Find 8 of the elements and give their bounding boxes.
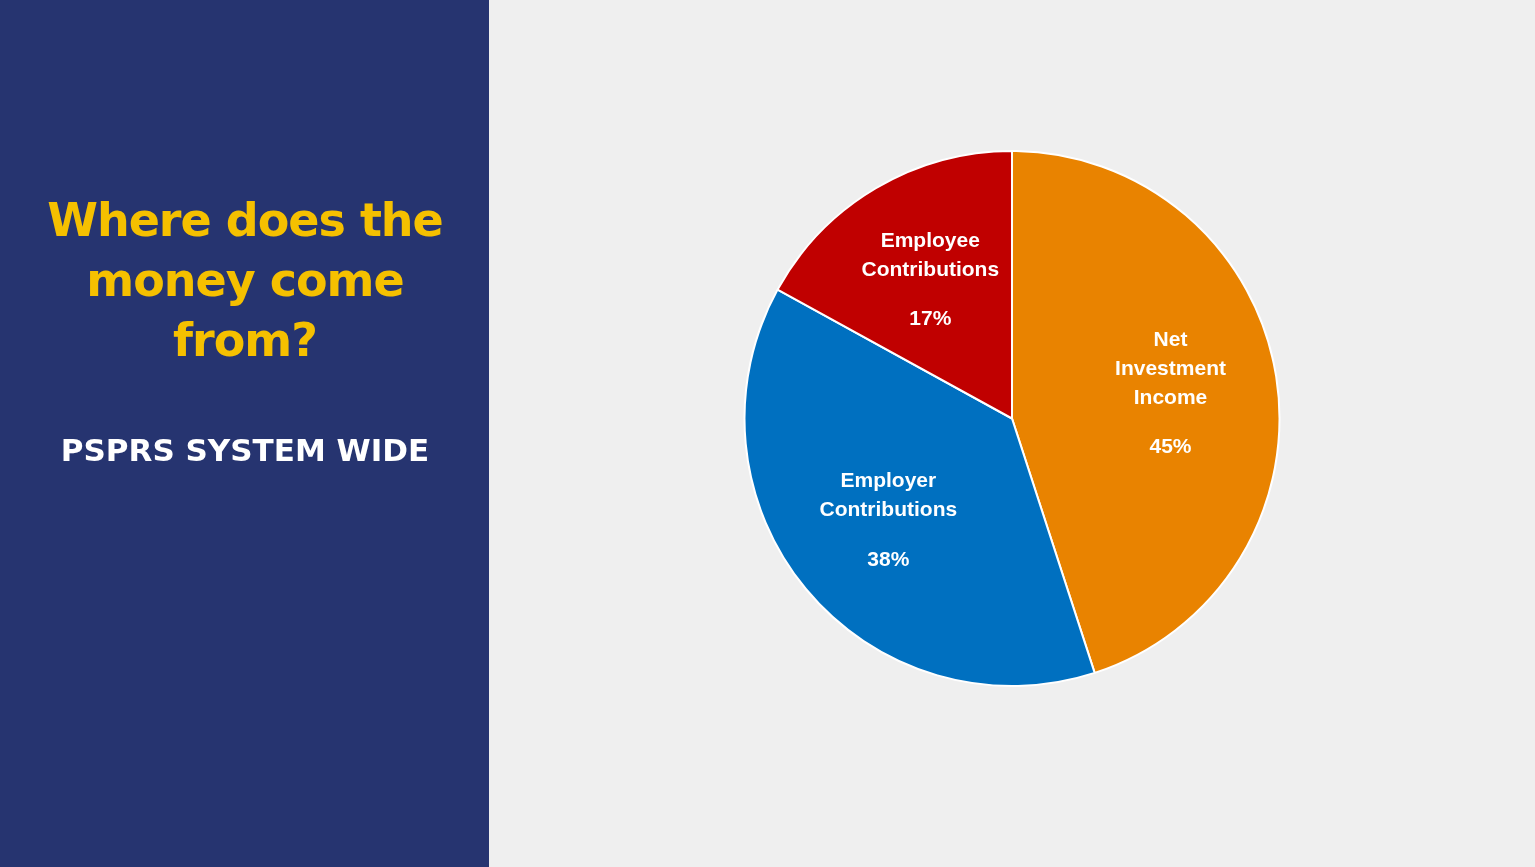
data-label: 17% — [909, 306, 952, 330]
text: PSPRS SYSTEM WIDE — [59, 432, 431, 468]
text: Where does the money come from? — [46, 192, 444, 369]
data-label: 45% — [1149, 433, 1192, 457]
slice-label: Net Investment Income — [1115, 326, 1226, 408]
data-label: 38% — [867, 546, 910, 570]
slice-label: Employee Contributions — [861, 228, 1000, 280]
slice-label: Employer Contributions — [819, 468, 958, 521]
